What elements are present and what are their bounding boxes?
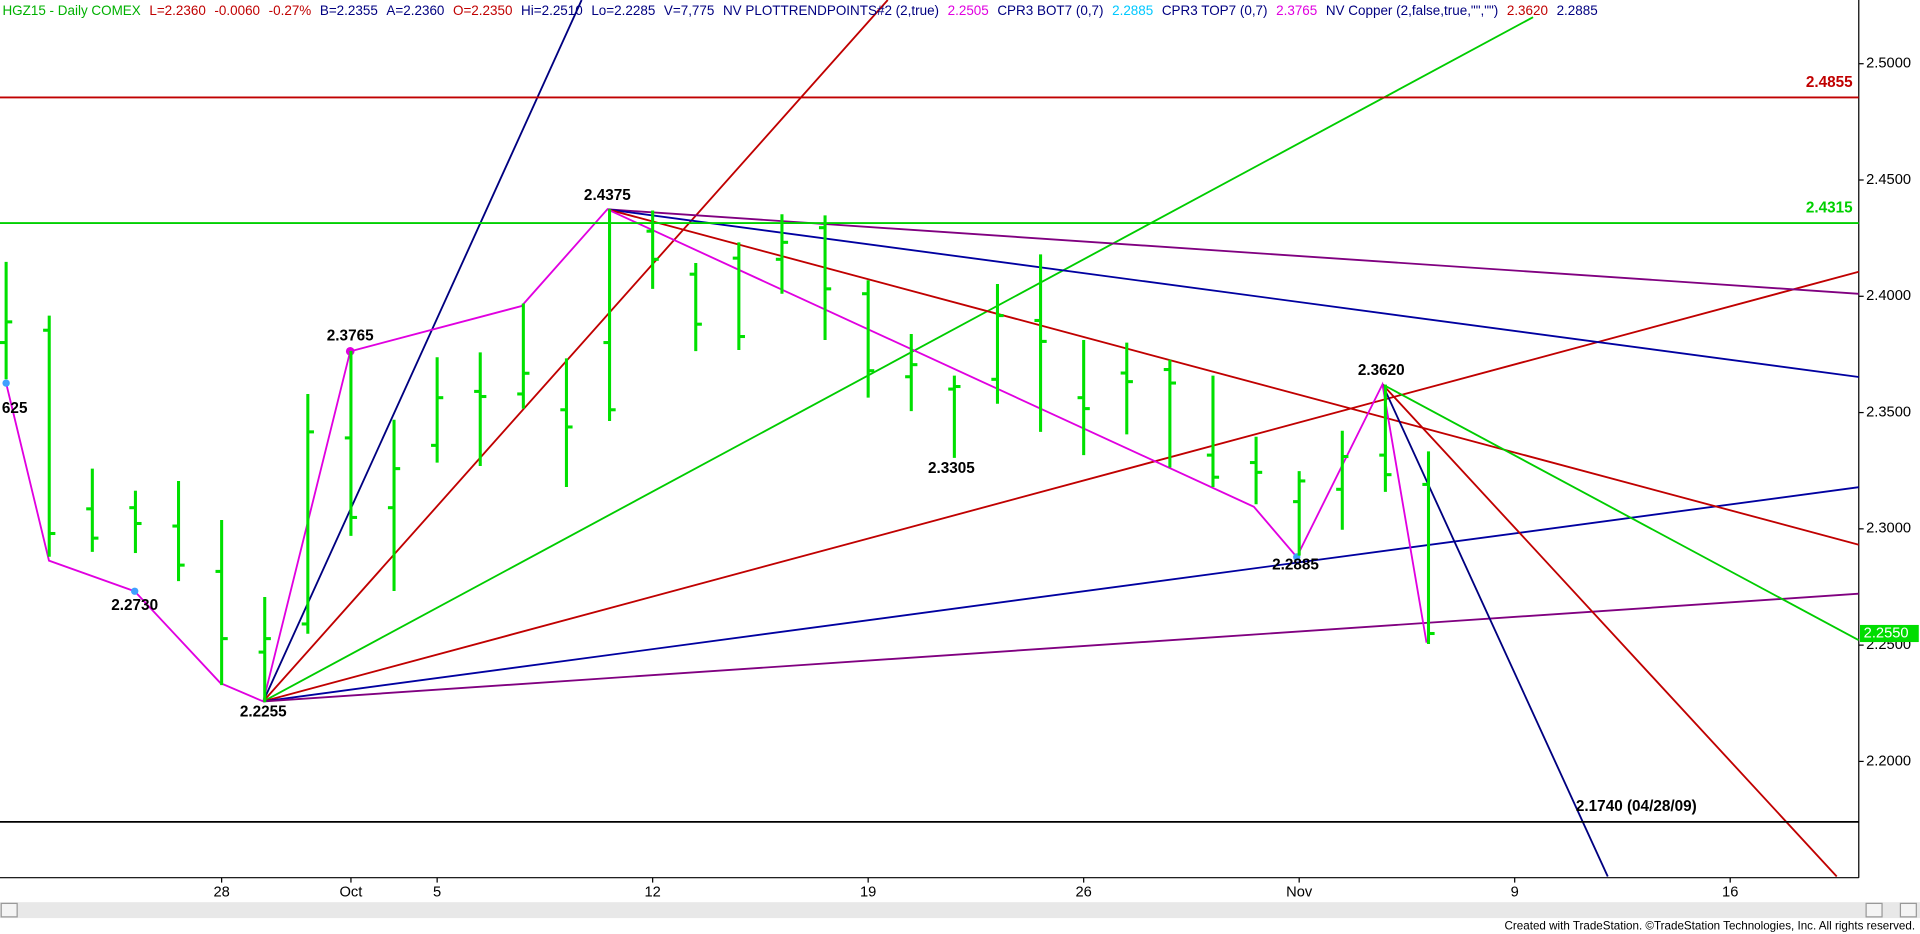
x-tick-label: 26: [1076, 884, 1092, 900]
trend-line: [1381, 383, 1609, 877]
x-tick-label: 9: [1511, 884, 1519, 900]
pivot-label: 2.2255: [240, 703, 287, 720]
last-price-tag: [1860, 624, 1919, 643]
pivot-label: 2.3620: [1358, 362, 1405, 379]
x-tick-label: 19: [860, 884, 876, 900]
header-item: 2.2885: [1112, 3, 1153, 18]
y-tick-label: 2.3500: [1866, 404, 1911, 420]
trend-line: [607, 208, 1860, 546]
trend-line: [262, 0, 583, 702]
y-tick-label: 2.4500: [1866, 172, 1911, 188]
scroll-thumb[interactable]: [1865, 902, 1883, 918]
header-item: -0.27%: [269, 3, 312, 18]
header: HGZ15 - Daily COMEX L=2.2360 -0.0060 -0.27%…: [2, 3, 1597, 18]
pivot-label: 2.3765: [327, 328, 374, 345]
y-tick-label: 2.2000: [1866, 753, 1911, 769]
trend-line: [607, 208, 1859, 378]
scroll-right[interactable]: [1899, 902, 1917, 918]
header-item: CPR3 BOT7 (0,7): [997, 3, 1103, 18]
header-item: -0.0060: [214, 3, 260, 18]
header-item: CPR3 TOP7 (0,7): [1162, 3, 1268, 18]
header-item: A=2.2360: [386, 3, 444, 18]
x-tick-label: 28: [213, 884, 229, 900]
header-item: NV PLOTTRENDPOINTS#2 (2,true): [723, 3, 939, 18]
swing-marker: [2, 379, 10, 387]
scrollbar: [0, 902, 1920, 919]
header-item: 2.3765: [1276, 3, 1317, 18]
scroll-left[interactable]: [0, 902, 18, 918]
header-item: L=2.2360: [149, 3, 206, 18]
y-tick-label: 2.3000: [1866, 521, 1911, 537]
x-tick-label: Nov: [1286, 884, 1313, 900]
header-item: V=7,775: [664, 3, 715, 18]
x-tick-label: 5: [433, 884, 441, 900]
header-item: 2.2505: [948, 3, 989, 18]
header-item: 2.2885: [1557, 3, 1598, 18]
trend-line: [262, 0, 889, 703]
y-tick-label: 2.5000: [1866, 56, 1911, 72]
swing-marker: [131, 587, 139, 595]
header-item: O=2.2350: [453, 3, 512, 18]
x-tick-label: 16: [1722, 884, 1738, 900]
header-item: NV Copper (2,false,true,"",""): [1326, 3, 1498, 18]
header-item: B=2.2355: [320, 3, 378, 18]
last-price-label: 2.2550: [1864, 625, 1909, 641]
pivot-label: 2.2730: [111, 597, 158, 614]
x-tick-label: Oct: [340, 884, 363, 900]
trend-line: [263, 270, 1860, 703]
pivot-label: 2.2885: [1272, 557, 1319, 574]
header-item: HGZ15 - Daily COMEX: [2, 3, 140, 18]
trend-line: [262, 16, 1534, 703]
pivot-label: 2.4375: [584, 187, 631, 204]
header-item: Lo=2.2285: [591, 3, 655, 18]
header-item: Hi=2.2510: [521, 3, 583, 18]
trend-line: [1382, 383, 1860, 642]
header-item: 2.3620: [1507, 3, 1548, 18]
pivot-label: 625: [2, 400, 28, 417]
footer: Created with TradeStation. ©TradeStation…: [1505, 920, 1916, 933]
level-label: 2.4855: [1806, 74, 1853, 91]
x-tick-label: 12: [644, 884, 660, 900]
trend-line: [1381, 383, 1838, 878]
level-label: 2.4315: [1806, 199, 1853, 216]
y-tick-label: 2.4000: [1866, 288, 1911, 304]
level-label: 2.1740 (04/28/09): [1576, 798, 1697, 815]
scroll-track: [0, 902, 1920, 919]
swing-line: [5, 208, 1428, 703]
pivot-label: 2.3305: [928, 460, 975, 477]
trend-line: [263, 486, 1859, 703]
